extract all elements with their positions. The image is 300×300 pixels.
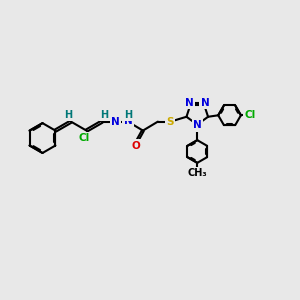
- Text: H: H: [64, 110, 73, 120]
- Text: N: N: [185, 98, 194, 108]
- Text: Cl: Cl: [245, 110, 256, 120]
- Text: S: S: [167, 117, 174, 127]
- Text: N: N: [193, 120, 202, 130]
- Text: N: N: [111, 117, 120, 127]
- Text: H: H: [124, 110, 132, 120]
- Text: N: N: [124, 116, 132, 126]
- Text: Cl: Cl: [79, 134, 90, 143]
- Text: O: O: [132, 140, 141, 151]
- Text: H: H: [100, 110, 109, 120]
- Text: CH₃: CH₃: [188, 168, 207, 178]
- Text: N: N: [201, 98, 209, 108]
